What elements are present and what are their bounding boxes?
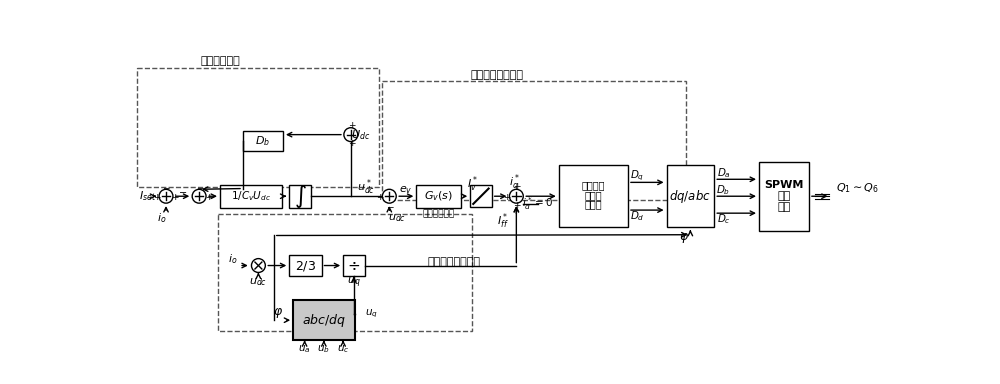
- Text: 耦控制: 耦控制: [585, 199, 602, 209]
- Text: 电压电流双环控制: 电压电流双环控制: [471, 70, 524, 79]
- Text: $u_q$: $u_q$: [365, 308, 378, 320]
- Bar: [218, 214, 472, 331]
- Text: $u_b$: $u_b$: [317, 344, 330, 355]
- Text: $D_b$: $D_b$: [716, 183, 731, 197]
- Text: +: +: [348, 121, 355, 130]
- Text: $u_{dc}$: $u_{dc}$: [249, 276, 267, 288]
- Text: $u_{dc}$: $u_{dc}$: [388, 212, 406, 224]
- Text: +: +: [348, 139, 355, 148]
- Circle shape: [344, 128, 358, 142]
- Text: $-$: $-$: [162, 182, 171, 192]
- Bar: [382, 81, 686, 200]
- Bar: [289, 255, 322, 276]
- Text: 生成: 生成: [777, 202, 791, 212]
- Bar: [243, 131, 283, 151]
- Text: $i_o$: $i_o$: [157, 211, 166, 225]
- Bar: [220, 185, 282, 208]
- Bar: [666, 166, 714, 227]
- Text: $D_c$: $D_c$: [717, 212, 730, 226]
- Text: $2/3$: $2/3$: [295, 258, 316, 273]
- Text: $u_q$: $u_q$: [347, 275, 361, 290]
- Text: 输出电流前馈控制: 输出电流前馈控制: [428, 257, 481, 266]
- Text: +: +: [171, 192, 179, 202]
- Text: $u^*_{dc}$: $u^*_{dc}$: [357, 177, 375, 197]
- Text: $-$: $-$: [386, 201, 394, 210]
- Circle shape: [382, 189, 396, 203]
- Text: +: +: [513, 182, 521, 192]
- Text: $i^*_q$: $i^*_q$: [509, 173, 520, 195]
- Text: 并网电流: 并网电流: [582, 180, 605, 190]
- Circle shape: [251, 258, 265, 273]
- Text: $D_a$: $D_a$: [717, 166, 730, 180]
- Text: $-$: $-$: [196, 182, 204, 192]
- Text: 电压外环控制: 电压外环控制: [422, 209, 455, 218]
- Text: $u_c$: $u_c$: [337, 344, 349, 355]
- Text: $dq/abc$: $dq/abc$: [669, 188, 711, 205]
- Text: $e_v$: $e_v$: [399, 184, 413, 196]
- Bar: [137, 68, 379, 187]
- Text: $i_o$: $i_o$: [228, 252, 237, 266]
- Text: $Q_1{\sim}Q_6$: $Q_1{\sim}Q_6$: [836, 182, 879, 195]
- Text: 前馈解: 前馈解: [585, 190, 602, 200]
- Text: +: +: [503, 192, 511, 202]
- Text: +: +: [153, 192, 161, 202]
- Bar: [289, 185, 311, 208]
- Circle shape: [192, 189, 206, 203]
- Bar: [343, 255, 365, 276]
- Text: 信号: 信号: [777, 191, 791, 201]
- Bar: [293, 300, 355, 340]
- Bar: [416, 185, 461, 208]
- Text: $\int$: $\int$: [294, 183, 306, 210]
- Bar: [759, 162, 809, 231]
- Text: SPWM: SPWM: [764, 180, 804, 190]
- Text: $D_b$: $D_b$: [255, 134, 271, 148]
- Text: $D_q$: $D_q$: [630, 169, 644, 184]
- Text: $u_a$: $u_a$: [298, 344, 311, 355]
- Text: $I^*_{ff}$: $I^*_{ff}$: [497, 211, 508, 231]
- Text: $i^*_d=0$: $i^*_d=0$: [522, 195, 553, 212]
- Text: $1/C_vU_{dc}$: $1/C_vU_{dc}$: [231, 189, 271, 203]
- Text: +: +: [205, 192, 212, 202]
- Text: +: +: [513, 201, 521, 210]
- Bar: [470, 185, 492, 207]
- Text: $I^*_v$: $I^*_v$: [467, 174, 478, 194]
- Text: +: +: [376, 192, 384, 202]
- Text: $\varphi$: $\varphi$: [679, 231, 689, 245]
- Text: $abc/dq$: $abc/dq$: [302, 312, 346, 329]
- Text: $-$: $-$: [178, 186, 187, 196]
- Text: $G_v(s)$: $G_v(s)$: [424, 189, 453, 203]
- Circle shape: [509, 189, 523, 203]
- Circle shape: [159, 189, 173, 203]
- Text: $\div$: $\div$: [347, 258, 360, 273]
- Text: 虚拟慣性控制: 虚拟慣性控制: [200, 56, 240, 66]
- Text: $\varphi$: $\varphi$: [273, 306, 283, 319]
- Bar: [559, 166, 628, 227]
- Text: $U_{dc}$: $U_{dc}$: [351, 129, 370, 142]
- Text: $D_d$: $D_d$: [630, 209, 645, 223]
- Text: $I_{set}$: $I_{set}$: [139, 189, 156, 203]
